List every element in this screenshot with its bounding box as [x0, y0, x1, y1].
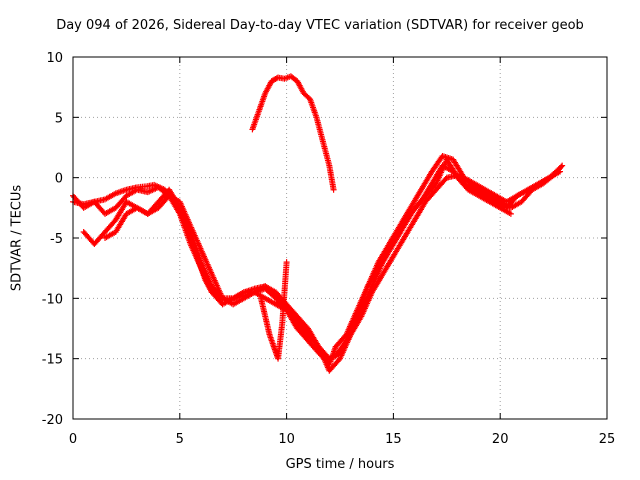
chart-title: Day 094 of 2026, Sidereal Day-to-day VTE… [56, 18, 584, 33]
x-tick-label: 0 [69, 432, 77, 447]
x-axis-label: GPS time / hours [285, 457, 395, 472]
series-1-markers [70, 152, 564, 362]
x-tick-label: 5 [176, 432, 184, 447]
y-tick-label: -15 [42, 353, 63, 368]
y-tick-label: -5 [50, 232, 63, 247]
grid-lines [73, 57, 607, 419]
axis-ticks: 0 5 10 15 20 25 -20 -15 -10 -5 0 5 10 [42, 51, 616, 447]
series-1 [70, 152, 564, 362]
y-tick-label: 0 [55, 172, 63, 187]
x-tick-label: 25 [599, 432, 616, 447]
y-tick-label: 10 [46, 51, 63, 66]
x-tick-label: 10 [278, 432, 295, 447]
series-5 [249, 73, 337, 193]
series-4-markers [102, 156, 514, 374]
y-tick-label: -20 [42, 413, 63, 428]
series-4 [102, 156, 514, 374]
series-5-markers [249, 73, 337, 193]
x-tick-label: 20 [492, 432, 509, 447]
y-tick-label: 5 [55, 111, 63, 126]
series-6-markers [257, 259, 290, 362]
data-points [70, 73, 566, 374]
series-6 [257, 259, 290, 362]
x-tick-label: 15 [385, 432, 402, 447]
y-tick-label: -10 [42, 292, 63, 307]
